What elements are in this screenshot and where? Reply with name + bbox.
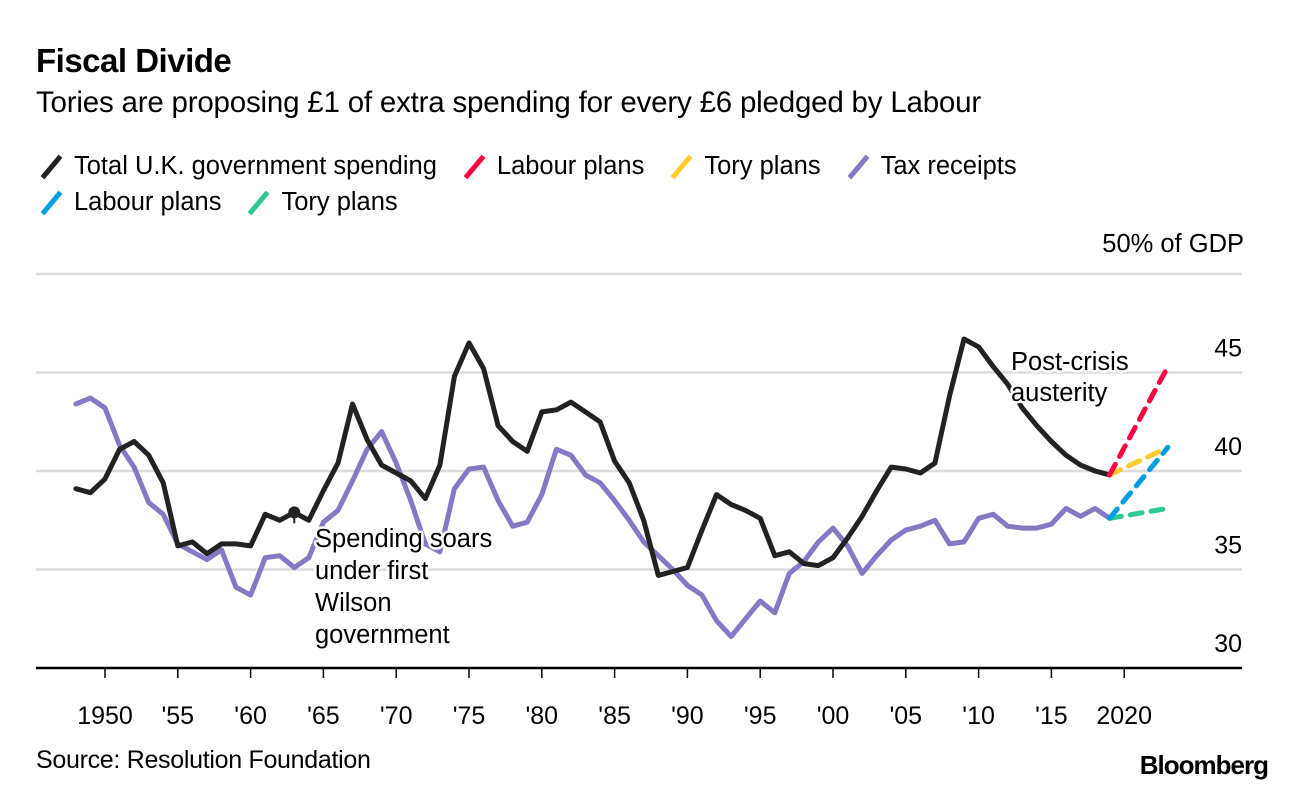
series-line-tax-receipts	[73, 395, 1113, 639]
annotation-marker-dot	[288, 506, 301, 519]
series-line-total-u-k-government-spending	[73, 336, 1113, 578]
chart-subtitle: Tories are proposing £1 of extra spendin…	[36, 86, 981, 119]
legend-item-total-spending: Total U.K. government spending	[36, 151, 437, 181]
legend-label: Labour plans	[74, 187, 222, 216]
x-tick-label: '55	[162, 702, 195, 730]
legend-label: Tory plans	[704, 151, 821, 180]
annotation-wilson: Spending soars under first Wilson governmen…	[315, 525, 492, 649]
x-tick-label: '80	[526, 702, 559, 730]
annotation-line: government	[315, 621, 450, 649]
x-tick-label: '95	[744, 702, 777, 730]
series-line-tory-plans-tax	[1107, 505, 1171, 521]
annotations: Spending soars under first Wilson governmen…	[288, 346, 1131, 652]
annotation-line: under first	[315, 557, 428, 585]
gridlines	[36, 272, 1242, 571]
series-lines	[73, 336, 1171, 639]
legend: Total U.K. government spending Labour pl…	[36, 148, 1236, 220]
legend-row-1: Total U.K. government spending Labour pl…	[36, 148, 1236, 184]
y-axis-unit-label: 50% of GDP	[1102, 230, 1244, 258]
x-tick-label: 1950	[77, 702, 133, 730]
legend-label: Labour plans	[496, 151, 645, 180]
legend-label: Tax receipts	[880, 151, 1017, 180]
x-axis: 1950 '55 '60 '65 '70 '75 '80 '85 '90 '95 '00 '05 '10…	[36, 666, 1242, 730]
annotation-line: Spending soars	[315, 525, 492, 553]
chart-title: Fiscal Divide	[36, 42, 232, 79]
series-line-tory-plans-spending	[1107, 444, 1171, 478]
annotation-line: Wilson	[315, 589, 392, 617]
x-tick-label: '65	[307, 702, 340, 730]
x-tick-label: '15	[1035, 702, 1068, 730]
x-tick-label: '00	[817, 702, 850, 730]
legend-label: Total U.K. government spending	[74, 151, 437, 180]
x-tick-label: '10	[962, 702, 995, 730]
x-tick-label: '70	[380, 702, 413, 730]
x-tick-label: '75	[453, 702, 486, 730]
annotation-line: austerity	[1011, 379, 1108, 407]
series-line-labour-plans-spending	[1107, 364, 1171, 478]
legend-item-tory-plans-tax: Tory plans	[243, 187, 397, 217]
legend-row-2: Labour plans Tory plans	[36, 184, 1236, 220]
x-tick-label: '85	[598, 702, 631, 730]
legend-item-labour-plans-spending: Labour plans	[459, 151, 644, 181]
x-tick-label: '90	[671, 702, 704, 730]
y-tick-label: 40	[1214, 433, 1242, 461]
x-tick-label: 2020	[1096, 702, 1152, 730]
x-tick-label: '60	[234, 702, 267, 730]
legend-item-tory-plans-spending: Tory plans	[666, 151, 820, 181]
annotation-austerity: Post-crisis austerity	[1011, 348, 1129, 407]
source-note: Source: Resolution Foundation	[36, 746, 371, 774]
y-tick-label: 35	[1214, 532, 1242, 560]
y-tick-label: 30	[1214, 630, 1242, 658]
x-tick-label: '05	[890, 702, 923, 730]
legend-label: Tory plans	[281, 187, 398, 216]
legend-item-tax-receipts: Tax receipts	[843, 151, 1017, 181]
bloomberg-logo: Bloomberg	[1139, 750, 1269, 780]
y-axis-labels: 30 35 40 45	[1214, 335, 1242, 659]
series-line-labour-plans-tax	[1107, 444, 1171, 521]
legend-item-labour-plans-tax: Labour plans	[36, 187, 221, 217]
annotation-line: Post-crisis	[1011, 348, 1129, 376]
y-tick-label: 45	[1214, 335, 1242, 363]
